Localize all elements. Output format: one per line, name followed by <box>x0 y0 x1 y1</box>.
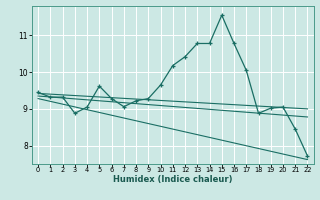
X-axis label: Humidex (Indice chaleur): Humidex (Indice chaleur) <box>113 175 233 184</box>
